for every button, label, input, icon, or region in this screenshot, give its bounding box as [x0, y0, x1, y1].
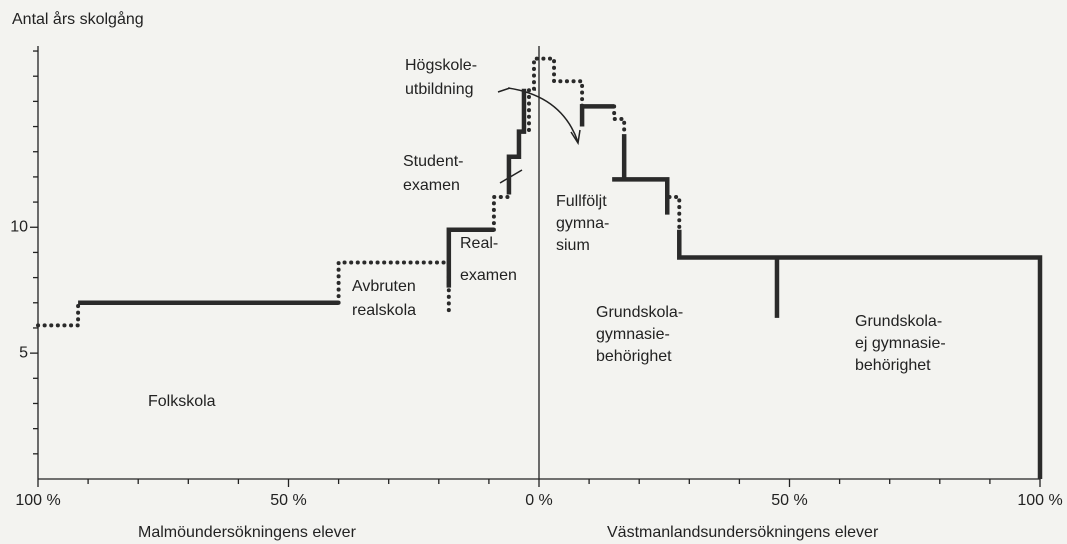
annotation: Grundskola-	[855, 313, 942, 330]
annotation: examen	[403, 177, 460, 194]
arrow-head	[570, 129, 581, 146]
annotation: ej gymnasie-	[855, 335, 946, 352]
x-tick-label: 100 %	[1017, 492, 1062, 509]
y-tick-label: 10	[10, 218, 28, 235]
annotation: Real-	[460, 235, 498, 252]
annotation: utbildning	[405, 81, 474, 98]
annotation: realskola	[352, 302, 416, 319]
annotation: gymna-	[556, 215, 609, 232]
x-axis-label-right: Västmanlandsundersökningens elever	[607, 524, 879, 541]
annotation: Grundskola-	[596, 304, 683, 321]
x-axis-label-left: Malmöundersökningens elever	[138, 524, 357, 541]
x-tick-label: 100 %	[15, 492, 60, 509]
dotted-line	[36, 56, 682, 328]
annotation: behörighet	[596, 348, 672, 365]
annotation: Högskole-	[405, 57, 477, 74]
arrow	[507, 87, 579, 143]
y-axis-label: Antal års skolgång	[12, 10, 144, 28]
annotation: behörighet	[855, 357, 931, 374]
y-tick-label: 5	[19, 344, 28, 361]
x-tick-label: 0 %	[525, 492, 553, 509]
arrow	[497, 87, 511, 93]
annotation: Folkskola	[148, 393, 216, 410]
x-tick-label: 50 %	[270, 492, 306, 509]
annotation: Avbruten	[352, 278, 416, 295]
annotation: Fullföljt	[556, 193, 607, 210]
annotation: sium	[556, 237, 590, 254]
annotation: examen	[460, 267, 517, 284]
annotation: Student-	[403, 153, 463, 170]
x-tick-label: 50 %	[771, 492, 807, 509]
annotation: gymnasie-	[596, 326, 670, 343]
